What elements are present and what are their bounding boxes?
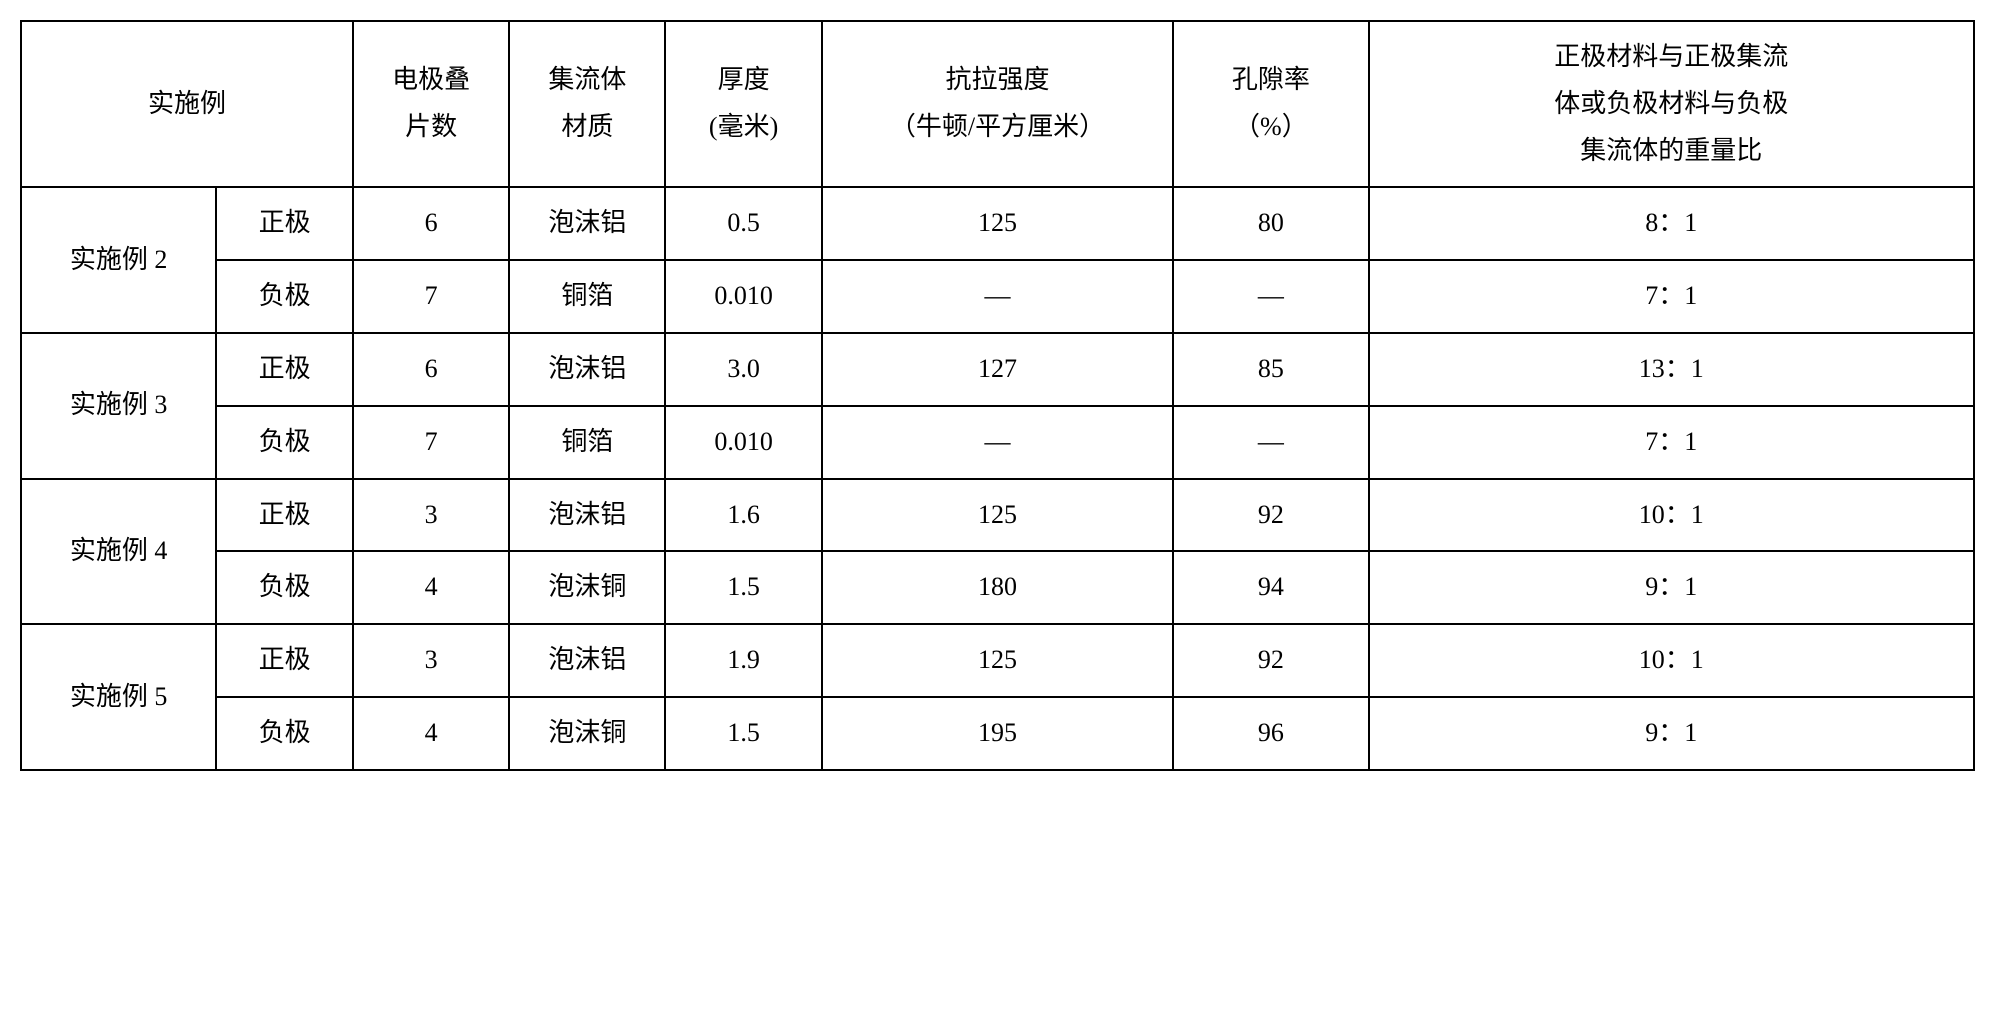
- cell-tensile: 125: [822, 479, 1174, 552]
- cell-porosity: 85: [1173, 333, 1368, 406]
- cell-example: 实施例 3: [21, 333, 216, 479]
- cell-example: 实施例 5: [21, 624, 216, 770]
- cell-thickness: 1.5: [665, 551, 821, 624]
- header-material: 集流体材质: [509, 21, 665, 187]
- header-ratio: 正极材料与正极集流体或负极材料与负极集流体的重量比: [1369, 21, 1974, 187]
- cell-electrode: 正极: [216, 624, 353, 697]
- cell-material: 泡沫铝: [509, 333, 665, 406]
- cell-material: 泡沫铜: [509, 551, 665, 624]
- cell-electrode: 负极: [216, 260, 353, 333]
- header-thickness: 厚度(毫米): [665, 21, 821, 187]
- cell-material: 泡沫铝: [509, 624, 665, 697]
- cell-porosity: 96: [1173, 697, 1368, 770]
- table-body: 实施例 2 正极 6 泡沫铝 0.5 125 80 8：1 负极 7 铜箔 0.…: [21, 187, 1974, 769]
- cell-material: 铜箔: [509, 406, 665, 479]
- cell-thickness: 1.6: [665, 479, 821, 552]
- table-row: 负极 7 铜箔 0.010 — — 7：1: [21, 406, 1974, 479]
- cell-electrode: 正极: [216, 479, 353, 552]
- cell-ratio: 7：1: [1369, 260, 1974, 333]
- cell-sheets: 7: [353, 260, 509, 333]
- header-porosity: 孔隙率（%）: [1173, 21, 1368, 187]
- header-example: 实施例: [21, 21, 353, 187]
- table-row: 实施例 4 正极 3 泡沫铝 1.6 125 92 10：1: [21, 479, 1974, 552]
- cell-porosity: 94: [1173, 551, 1368, 624]
- cell-sheets: 3: [353, 624, 509, 697]
- cell-electrode: 负极: [216, 406, 353, 479]
- cell-thickness: 0.5: [665, 187, 821, 260]
- cell-porosity: 92: [1173, 624, 1368, 697]
- cell-electrode: 正极: [216, 333, 353, 406]
- cell-sheets: 4: [353, 697, 509, 770]
- table-row: 负极 4 泡沫铜 1.5 195 96 9：1: [21, 697, 1974, 770]
- table-row: 负极 4 泡沫铜 1.5 180 94 9：1: [21, 551, 1974, 624]
- cell-thickness: 1.9: [665, 624, 821, 697]
- cell-porosity: 80: [1173, 187, 1368, 260]
- cell-tensile: 125: [822, 187, 1174, 260]
- cell-ratio: 10：1: [1369, 479, 1974, 552]
- cell-tensile: 195: [822, 697, 1174, 770]
- cell-thickness: 0.010: [665, 406, 821, 479]
- table-row: 实施例 5 正极 3 泡沫铝 1.9 125 92 10：1: [21, 624, 1974, 697]
- cell-sheets: 7: [353, 406, 509, 479]
- cell-sheets: 6: [353, 187, 509, 260]
- cell-material: 泡沫铝: [509, 479, 665, 552]
- cell-ratio: 9：1: [1369, 551, 1974, 624]
- cell-electrode: 正极: [216, 187, 353, 260]
- cell-ratio: 9：1: [1369, 697, 1974, 770]
- cell-tensile: —: [822, 260, 1174, 333]
- cell-ratio: 10：1: [1369, 624, 1974, 697]
- cell-electrode: 负极: [216, 697, 353, 770]
- cell-thickness: 3.0: [665, 333, 821, 406]
- cell-example: 实施例 4: [21, 479, 216, 625]
- cell-ratio: 7：1: [1369, 406, 1974, 479]
- cell-example: 实施例 2: [21, 187, 216, 333]
- header-tensile: 抗拉强度（牛顿/平方厘米）: [822, 21, 1174, 187]
- table-row: 负极 7 铜箔 0.010 — — 7：1: [21, 260, 1974, 333]
- cell-sheets: 4: [353, 551, 509, 624]
- cell-material: 铜箔: [509, 260, 665, 333]
- cell-porosity: —: [1173, 260, 1368, 333]
- cell-ratio: 13：1: [1369, 333, 1974, 406]
- cell-thickness: 0.010: [665, 260, 821, 333]
- cell-material: 泡沫铝: [509, 187, 665, 260]
- header-row: 实施例 电极叠片数 集流体材质 厚度(毫米) 抗拉强度（牛顿/平方厘米） 孔隙率…: [21, 21, 1974, 187]
- cell-electrode: 负极: [216, 551, 353, 624]
- cell-material: 泡沫铜: [509, 697, 665, 770]
- table-row: 实施例 2 正极 6 泡沫铝 0.5 125 80 8：1: [21, 187, 1974, 260]
- cell-tensile: 125: [822, 624, 1174, 697]
- cell-sheets: 3: [353, 479, 509, 552]
- cell-ratio: 8：1: [1369, 187, 1974, 260]
- cell-porosity: —: [1173, 406, 1368, 479]
- cell-tensile: 180: [822, 551, 1174, 624]
- cell-tensile: —: [822, 406, 1174, 479]
- cell-sheets: 6: [353, 333, 509, 406]
- electrode-specs-table: 实施例 电极叠片数 集流体材质 厚度(毫米) 抗拉强度（牛顿/平方厘米） 孔隙率…: [20, 20, 1975, 771]
- header-sheets: 电极叠片数: [353, 21, 509, 187]
- cell-porosity: 92: [1173, 479, 1368, 552]
- table-row: 实施例 3 正极 6 泡沫铝 3.0 127 85 13：1: [21, 333, 1974, 406]
- cell-tensile: 127: [822, 333, 1174, 406]
- cell-thickness: 1.5: [665, 697, 821, 770]
